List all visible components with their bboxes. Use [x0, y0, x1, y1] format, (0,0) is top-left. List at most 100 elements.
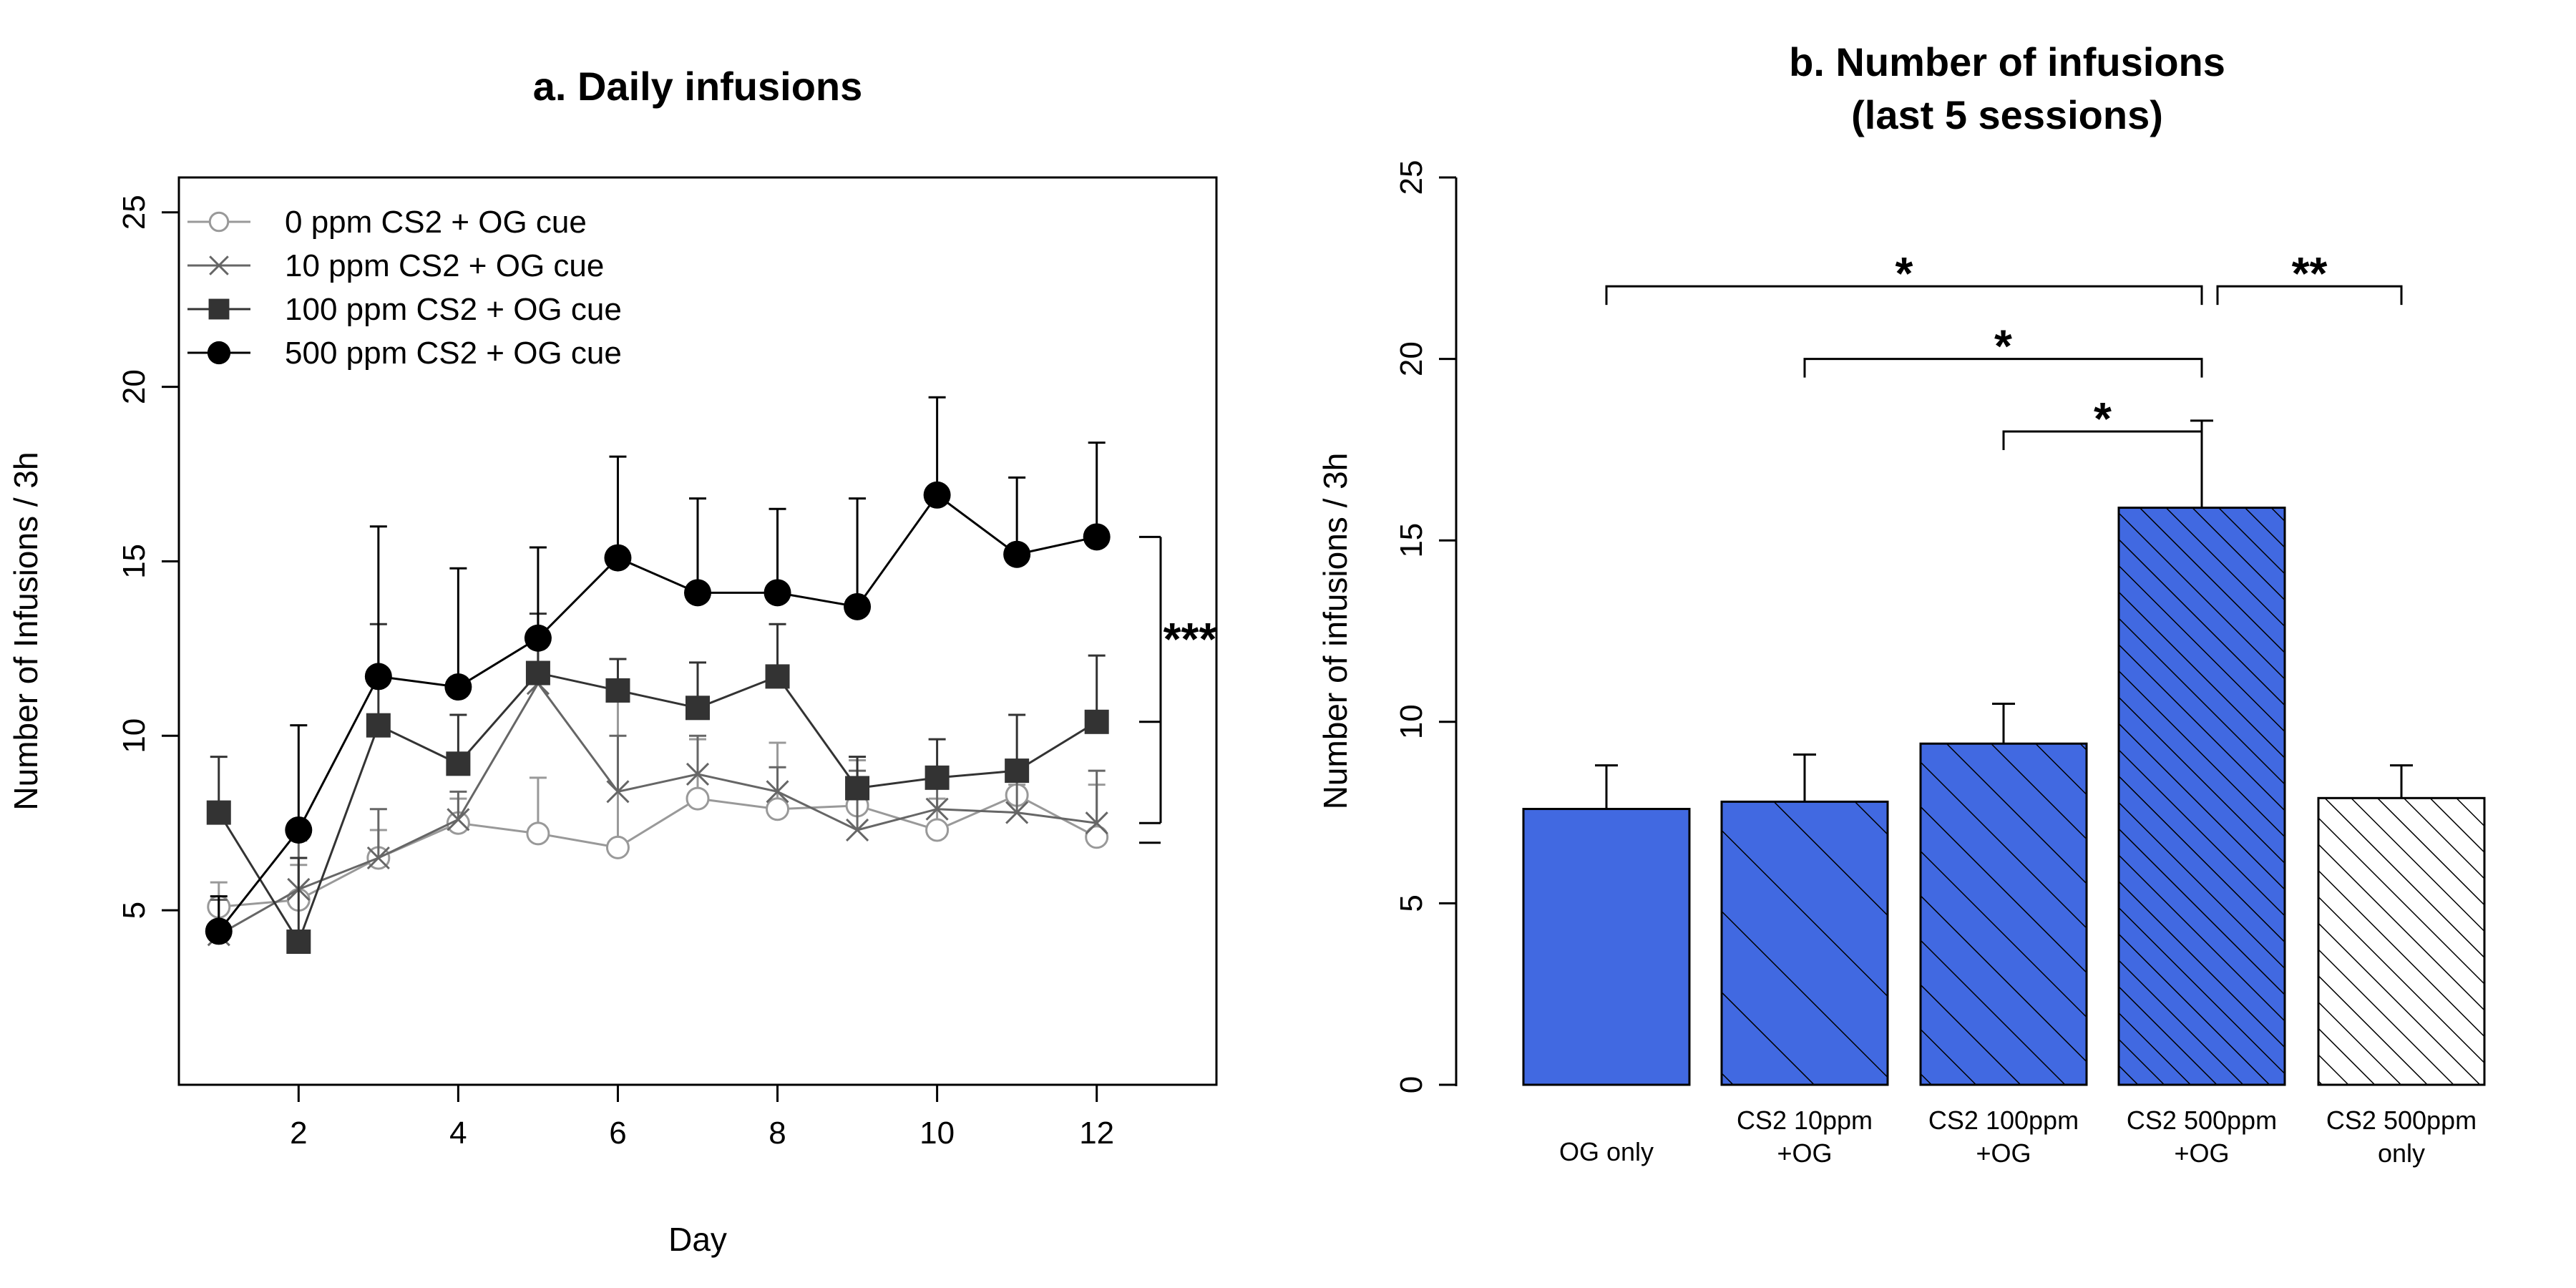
x-tick-label: 8 [769, 1116, 786, 1151]
series-3 [205, 396, 1111, 945]
data-point-marker [364, 663, 392, 691]
category-label-line-2: +OG [1777, 1138, 1832, 1168]
data-point-marker [1085, 811, 1108, 835]
panel-a-significance: *** [1139, 535, 1217, 844]
panel-a-x-axis-label: Day [668, 1221, 727, 1258]
data-point-marker [686, 786, 710, 811]
data-point-marker [205, 917, 233, 945]
legend-label: 0 ppm CS2 + OG cue [285, 205, 587, 240]
category-label-line-2: only [2378, 1138, 2425, 1168]
data-point-marker [1085, 825, 1109, 849]
data-point-marker [208, 298, 230, 320]
bar-hatch [1921, 743, 2087, 1085]
series-line [218, 681, 1097, 936]
y-tick-label: 5 [117, 902, 152, 919]
bar [1523, 809, 1689, 1085]
bar-hatch [1722, 801, 1888, 1085]
data-point-marker [1083, 523, 1111, 551]
bar-hatch [2318, 798, 2484, 1085]
data-point-marker [766, 780, 789, 804]
y-tick-label: 0 [1394, 1076, 1429, 1093]
panel-a-title: a. Daily infusions [533, 64, 863, 109]
panel-a-series [205, 396, 1111, 955]
panel-b-ticks: 0 5 10 15 20 25 [1394, 160, 1456, 1093]
panel-a-legend: 0 ppm CS2 + OG cue 10 ppm CS2 + OG cue 100… [187, 205, 622, 371]
data-point-marker [446, 751, 471, 776]
category-label-line-2: +OG [2174, 1138, 2229, 1168]
significance-bracket [1803, 358, 2203, 378]
data-point-marker [605, 835, 630, 859]
legend-label: 10 ppm CS2 + OG cue [285, 248, 604, 283]
panel-a-y-axis-label: Number of Infusions / 3h [7, 452, 44, 810]
panel-b-significance: ***** [1605, 248, 2403, 451]
data-point-marker [525, 660, 550, 686]
data-point-marker [604, 544, 632, 572]
panel-b-y-axis-label: Number of infusions / 3h [1317, 453, 1354, 810]
data-point-marker [1005, 801, 1029, 824]
data-point-marker [684, 579, 711, 607]
significance-label: * [1994, 321, 2012, 372]
data-point-marker [766, 797, 790, 821]
category-label-line-2: +OG [1976, 1138, 2031, 1168]
x-tick-label: 12 [1079, 1116, 1114, 1151]
x-tick-label: 10 [919, 1116, 955, 1151]
series-line [218, 671, 1098, 945]
data-point-marker [846, 818, 869, 842]
data-point-marker [606, 780, 630, 804]
significance-label: *** [1163, 613, 1217, 665]
y-tick-label: 15 [117, 544, 152, 579]
panel-b-title-line-2: (last 5 sessions) [1851, 92, 2163, 137]
panel-b-bar-chart: b. Number of infusions (last 5 sessions)… [1317, 39, 2486, 1168]
category-label-line-1: CS2 10ppm [1737, 1106, 1873, 1135]
data-point-marker [447, 808, 470, 831]
series-1 [207, 630, 1108, 947]
data-point-marker [286, 930, 311, 955]
data-point-marker [208, 211, 230, 233]
data-point-marker [285, 816, 313, 844]
series-2 [206, 613, 1109, 955]
y-tick-label: 5 [1394, 894, 1429, 912]
significance-bracket [2216, 285, 2403, 306]
data-point-marker [209, 255, 229, 275]
significance-bracket [2002, 430, 2203, 451]
data-point-marker [923, 481, 951, 509]
data-point-marker [605, 678, 630, 703]
data-point-marker [444, 673, 472, 701]
y-tick-label: 20 [1394, 341, 1429, 376]
data-point-marker [1084, 709, 1109, 734]
panel-a-plot-frame [177, 176, 1218, 1086]
x-tick-label: 6 [609, 1116, 626, 1151]
data-point-marker [1005, 758, 1030, 784]
series-0 [207, 700, 1109, 919]
category-label: OG only [1559, 1137, 1654, 1166]
data-point-marker [844, 592, 872, 620]
category-label-line-1: CS2 500ppm [2127, 1106, 2277, 1135]
x-tick-label: 2 [290, 1116, 307, 1151]
data-point-marker [206, 800, 231, 825]
category-label-line-1: CS2 500ppm [2326, 1106, 2477, 1135]
y-tick-label: 25 [117, 195, 152, 230]
legend-label: 500 ppm CS2 + OG cue [285, 336, 622, 371]
series-line [218, 493, 1098, 932]
data-point-marker [526, 821, 550, 846]
data-point-marker [1003, 540, 1031, 568]
panel-b-bars [1522, 419, 2486, 1086]
series-line [218, 794, 1098, 908]
data-point-marker [686, 696, 710, 721]
y-tick-label: 10 [117, 718, 152, 753]
data-point-marker [925, 797, 949, 821]
y-tick-label: 25 [1394, 160, 1429, 195]
x-tick-label: 4 [449, 1116, 467, 1151]
panel-a-ticks: 2 4 6 8 10 12 5 10 15 20 25 [117, 195, 1114, 1151]
data-point-marker [366, 846, 390, 870]
data-point-marker [845, 776, 870, 801]
data-point-marker [924, 765, 950, 790]
panel-b-title-line-1: b. Number of infusions [1789, 39, 2225, 84]
significance-bracket [1605, 285, 2203, 306]
significance-label: * [2094, 393, 2112, 444]
data-point-marker [207, 341, 231, 365]
y-tick-label: 20 [117, 369, 152, 404]
data-point-marker [763, 579, 791, 607]
significance-label: ** [2292, 248, 2328, 299]
